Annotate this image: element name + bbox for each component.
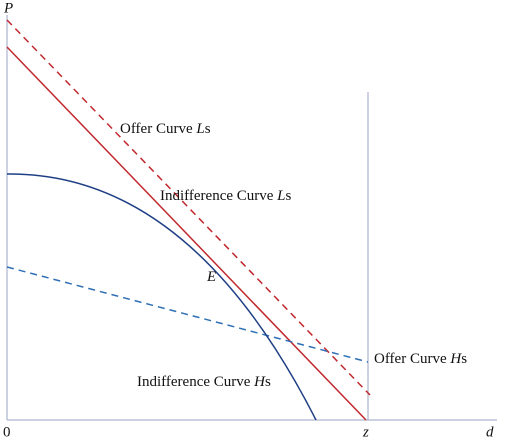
label-offer-hs: Offer Curve Hs: [374, 351, 467, 367]
label-part: L: [276, 188, 285, 204]
label-part: Offer Curve: [374, 351, 450, 367]
x-axis-label: d: [486, 424, 494, 440]
label-e: E: [206, 269, 216, 285]
label-part: s: [265, 374, 271, 390]
label-indiff-ls: Indifference Curve Ls: [160, 188, 292, 204]
label-part: E: [206, 269, 216, 285]
indifference-curve-ls: [6, 46, 367, 421]
offer-curve-hs: [6, 266, 369, 363]
label-offer-ls: Offer Curve Ls: [120, 121, 211, 137]
label-part: L: [195, 121, 204, 137]
label-part: s: [205, 121, 211, 137]
z-label: z: [362, 424, 369, 440]
label-part: s: [461, 351, 467, 367]
y-axis-label: P: [3, 0, 13, 16]
indifference-curve-hs: [6, 173, 317, 421]
label-part: H: [253, 374, 266, 390]
label-part: Indifference Curve: [160, 188, 277, 204]
offer-curve-ls: [6, 19, 371, 396]
label-part: Indifference Curve: [137, 374, 254, 390]
label-indiff-hs: Indifference Curve Hs: [137, 374, 271, 390]
label-part: s: [286, 188, 292, 204]
label-part: Offer Curve: [120, 121, 196, 137]
origin-label: 0: [3, 424, 11, 440]
label-part: H: [449, 351, 462, 367]
